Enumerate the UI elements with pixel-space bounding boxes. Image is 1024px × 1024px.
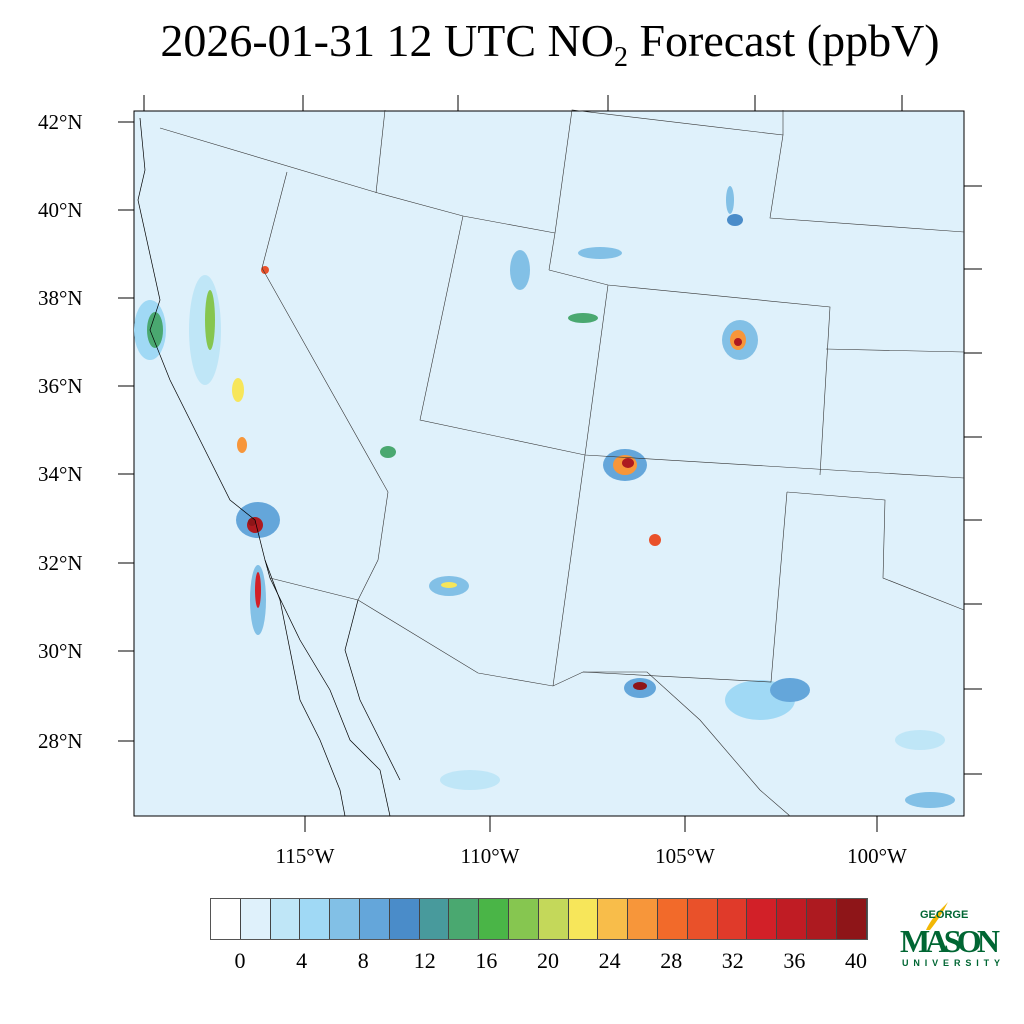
colorbar-label: 8 <box>357 948 369 973</box>
axis-ticks <box>118 95 982 832</box>
colorbar-swatch <box>359 899 390 939</box>
no2-plume <box>440 770 500 790</box>
gmu-logo: GEORGE MASON UNIVERSITY <box>898 900 1008 970</box>
no2-plume <box>205 290 215 350</box>
logo-george: GEORGE <box>920 909 968 921</box>
colorbar-swatch <box>836 899 867 939</box>
logo-university: UNIVERSITY <box>902 958 1000 968</box>
colorbar-swatch <box>419 899 450 939</box>
colorbar-label: 28 <box>660 948 683 973</box>
no2-plume <box>895 730 945 750</box>
no2-plume <box>380 446 396 458</box>
colorbar-label: 24 <box>598 948 621 973</box>
lat-label: 32°N <box>38 551 83 575</box>
colorbar-label: 40 <box>845 948 867 973</box>
colorbar-swatch <box>777 899 807 939</box>
colorbar-swatch <box>300 899 331 939</box>
colorbar-swatch <box>389 899 420 939</box>
no2-plume <box>248 518 256 526</box>
lat-label: 38°N <box>38 286 83 310</box>
lon-label: 115°W <box>275 844 335 868</box>
no2-plume <box>726 186 734 214</box>
colorbar-label: 20 <box>537 948 559 973</box>
map-title: 2026-01-31 12 UTC NO2 Forecast (ppbV) <box>0 14 1024 74</box>
no2-plume <box>649 534 661 546</box>
colorbar-label: 16 <box>475 948 498 973</box>
title-subscript: 2 <box>613 42 628 74</box>
colorbar-swatch <box>449 899 480 939</box>
colorbar-swatch <box>717 899 748 939</box>
colorbar-swatch <box>330 899 360 939</box>
lon-label: 100°W <box>847 844 907 868</box>
colorbar-swatch <box>657 899 688 939</box>
no2-plume <box>770 678 810 702</box>
title-text-rest: Forecast (ppbV) <box>627 15 940 66</box>
no2-plume <box>578 247 622 259</box>
lon-label: 110°W <box>460 844 520 868</box>
lat-label: 40°N <box>38 198 83 222</box>
colorbar-swatch <box>687 899 718 939</box>
colorbar-swatch <box>598 899 629 939</box>
lat-label: 34°N <box>38 462 83 486</box>
no2-plume <box>510 250 530 290</box>
no2-plume <box>261 266 269 274</box>
colorbar-swatch <box>240 899 271 939</box>
no2-plume <box>189 275 221 385</box>
no2-concentration-areas <box>134 186 955 808</box>
no2-plume <box>905 792 955 808</box>
colorbar-label: 12 <box>413 948 436 973</box>
map-frame <box>133 110 965 817</box>
colorbar-label: 4 <box>296 948 308 973</box>
no2-plume <box>568 313 598 323</box>
lat-label: 28°N <box>38 729 83 753</box>
logo-mason: MASON <box>900 923 1000 959</box>
colorbar-swatch <box>211 899 241 939</box>
colorbar-swatch <box>747 899 778 939</box>
colorbar-swatch <box>806 899 837 939</box>
no2-plume <box>441 582 457 588</box>
lat-label: 36°N <box>38 374 83 398</box>
colorbar-swatch <box>508 899 539 939</box>
no2-plume <box>622 458 634 468</box>
colorbar <box>210 898 868 940</box>
no2-plume <box>232 378 244 402</box>
colorbar-swatch <box>628 899 658 939</box>
no2-plume <box>727 214 743 226</box>
lat-label: 30°N <box>38 639 83 663</box>
colorbar-swatch <box>270 899 301 939</box>
no2-plume <box>734 338 742 346</box>
no2-plume <box>147 312 163 348</box>
no2-plume <box>255 572 261 608</box>
no2-plume <box>237 437 247 453</box>
colorbar-swatch <box>568 899 599 939</box>
colorbar-label: 32 <box>721 948 744 973</box>
lon-label: 105°W <box>655 844 715 868</box>
colorbar-swatch <box>538 899 569 939</box>
lat-label: 42°N <box>38 110 83 134</box>
no2-plume <box>633 682 647 690</box>
colorbar-swatch <box>479 899 509 939</box>
title-text: 2026-01-31 12 UTC NO <box>160 15 614 66</box>
colorbar-label: 0 <box>234 948 246 973</box>
state-boundaries <box>159 109 965 817</box>
colorbar-label: 36 <box>783 948 806 973</box>
